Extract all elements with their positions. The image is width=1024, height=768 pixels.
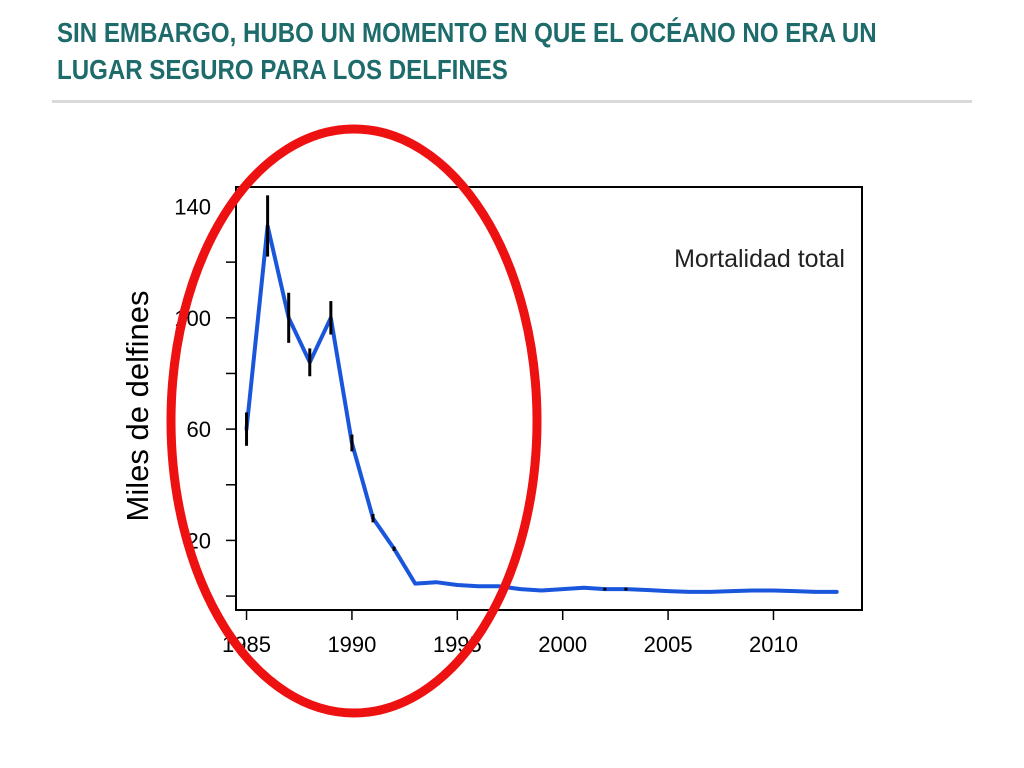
y-axis-label: Miles de delfines	[120, 291, 155, 522]
chart-annotation: Mortalidad total	[674, 245, 845, 273]
x-tick-label: 2000	[538, 632, 587, 657]
slide-title-line-2: LUGAR SEGURO PARA LOS DELFINES	[57, 54, 508, 85]
y-tick-label: 60	[187, 417, 211, 442]
x-tick-label: 2005	[644, 632, 693, 657]
plot-frame	[235, 186, 863, 611]
x-tick-label: 1990	[327, 632, 376, 657]
series-line	[244, 224, 839, 594]
series-layer	[244, 195, 839, 594]
x-axis: 1985 1990 1995 2000 2005 2010	[222, 610, 798, 657]
slide-title: SIN EMBARGO, HUBO UN MOMENTO EN QUE EL O…	[57, 14, 877, 88]
highlight-ellipse	[166, 124, 542, 718]
x-tick-label: 2010	[749, 632, 798, 657]
slide-title-line-1: SIN EMBARGO, HUBO UN MOMENTO EN QUE EL O…	[57, 17, 877, 48]
y-tick-label: 140	[174, 194, 211, 219]
title-divider	[52, 100, 972, 103]
